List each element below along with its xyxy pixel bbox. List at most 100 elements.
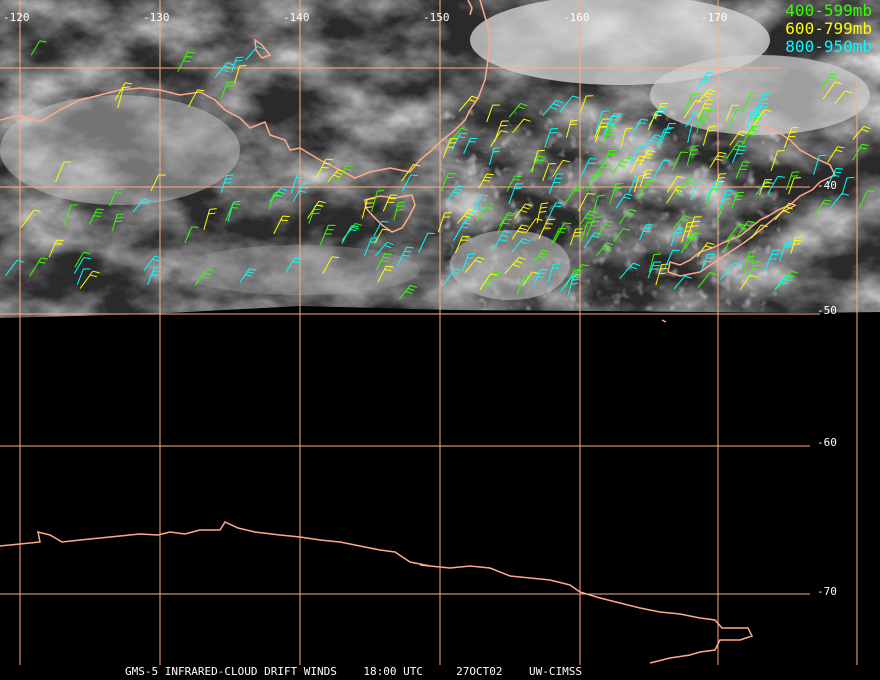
wind-barb	[73, 257, 91, 274]
wind-barb	[567, 274, 581, 295]
wind-barb	[578, 210, 597, 226]
wind-barb	[401, 163, 421, 182]
wind-barb	[822, 81, 842, 100]
lon-label: -150	[423, 11, 450, 24]
wind-barb	[637, 179, 656, 200]
wind-barb	[245, 46, 265, 61]
wind-barb	[596, 220, 614, 238]
wind-barb	[702, 125, 716, 146]
wind-barb	[686, 145, 700, 166]
wind-barb	[512, 118, 531, 134]
wind-barb	[729, 130, 748, 146]
legend-entry-400-599: 400-599mb	[785, 1, 872, 20]
wind-barb	[639, 169, 653, 188]
wind-barb	[547, 263, 561, 283]
wind-barb	[453, 222, 471, 242]
wind-barb	[741, 92, 759, 113]
wind-barb	[852, 143, 869, 161]
wind-barb	[647, 261, 662, 279]
wind-barb	[184, 226, 199, 244]
wind-barb	[684, 232, 702, 250]
wind-barb	[565, 185, 584, 203]
wind-barb	[827, 168, 843, 185]
wind-barb	[639, 224, 653, 241]
wind-barb	[548, 173, 564, 195]
wind-barb	[644, 134, 663, 148]
wind-barb	[628, 177, 643, 194]
wind-barb	[447, 185, 465, 201]
wind-barb	[147, 266, 162, 285]
wind-barb	[748, 261, 762, 280]
wind-barb	[544, 128, 558, 148]
wind-barb	[790, 236, 803, 254]
wind-barb	[177, 51, 195, 73]
caption-time: 18:00 UTC	[363, 665, 424, 678]
lon-label: -160	[563, 11, 590, 24]
lon-label: -130	[143, 11, 170, 24]
wind-barb	[442, 138, 458, 159]
wind-barb	[666, 185, 685, 204]
wind-barb	[89, 208, 104, 225]
wind-barb	[696, 71, 715, 90]
wind-barb	[696, 242, 715, 258]
wind-barb	[827, 146, 845, 163]
wind-barb	[631, 118, 649, 135]
wind-barb	[63, 204, 78, 225]
caption-date: 27OCT02	[456, 665, 503, 678]
wind-barb	[834, 90, 853, 104]
legend-entry-600-799: 600-799mb	[785, 19, 872, 38]
wind-barb	[511, 238, 530, 253]
wind-barb	[686, 216, 702, 238]
wind-barb	[479, 273, 498, 291]
wind-barb	[709, 151, 727, 168]
wind-barb	[727, 108, 745, 130]
wind-barb	[673, 275, 692, 290]
wind-barb	[586, 216, 602, 237]
lon-label: -170	[701, 11, 728, 24]
wind-barb	[676, 177, 697, 196]
wind-barb	[29, 257, 49, 277]
wind-barb	[322, 256, 340, 275]
wind-barb	[111, 213, 125, 231]
wind-barb	[458, 95, 479, 112]
wind-barb	[739, 274, 757, 291]
wind-barb	[30, 40, 47, 56]
image-caption: GMS-5 INFRARED-CLOUD DRIFT WINDS 18:00 U…	[125, 665, 582, 678]
wind-barb	[813, 154, 827, 175]
wind-barb	[701, 253, 715, 271]
wind-barb	[371, 189, 385, 212]
wind-barb	[76, 268, 91, 285]
wind-barb	[269, 191, 281, 210]
wind-barb	[315, 158, 333, 179]
pressure-legend: 400-599mb 600-799mb 800-950mb	[785, 2, 872, 56]
wind-barb	[615, 193, 633, 209]
wind-barb	[188, 89, 205, 108]
wind-barb	[442, 268, 462, 287]
wind-barb	[418, 232, 435, 254]
legend-entry-800-950: 800-950mb	[785, 37, 872, 56]
wind-barb	[319, 224, 336, 246]
wind-barb	[687, 122, 700, 144]
wind-barb	[613, 228, 631, 243]
wind-barb	[529, 155, 546, 173]
wind-barb	[705, 188, 720, 205]
wind-barb	[785, 171, 800, 191]
wind-barb	[655, 263, 669, 286]
wind-barb	[580, 221, 595, 242]
lat-label: -50	[817, 304, 837, 317]
wind-barb	[284, 257, 302, 274]
wind-barb	[292, 182, 311, 203]
wind-barb	[516, 275, 532, 295]
wind-barb	[231, 56, 244, 74]
wind-barb	[754, 93, 771, 115]
wind-barb	[440, 173, 456, 192]
wind-barb	[611, 156, 632, 176]
wind-barb	[648, 253, 661, 273]
wind-barb	[214, 62, 234, 79]
wind-barb	[759, 179, 772, 195]
wind-barb	[225, 203, 240, 221]
wind-barb	[657, 128, 672, 146]
wind-barb	[143, 255, 162, 271]
coastline	[0, 0, 837, 664]
